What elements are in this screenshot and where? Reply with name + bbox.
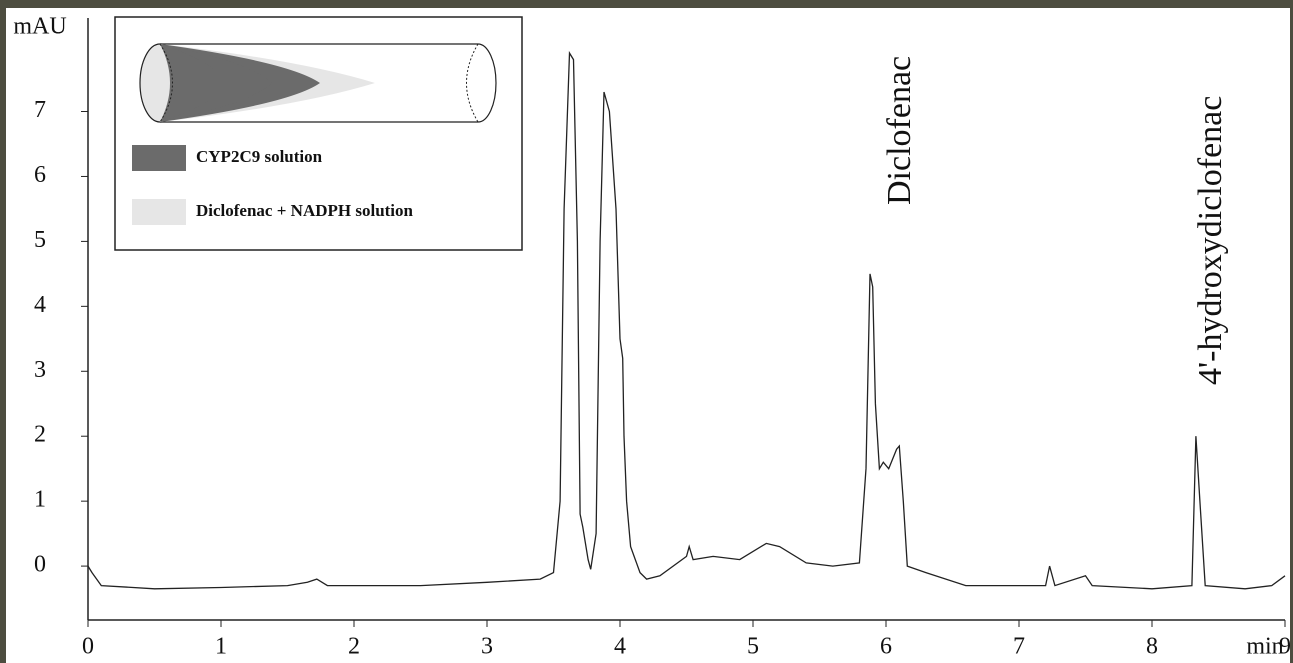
x-tick-label: 6 bbox=[880, 634, 892, 660]
y-tick-label: 6 bbox=[34, 162, 46, 188]
x-tick-label: 1 bbox=[215, 634, 227, 660]
legend-label: CYP2C9 solution bbox=[196, 147, 323, 166]
y-axis-label: mAU bbox=[13, 14, 66, 40]
x-axis-label: min bbox=[1246, 634, 1283, 660]
trace bbox=[87, 50, 1286, 590]
y-tick-label: 3 bbox=[34, 357, 46, 383]
y-tick-label: 7 bbox=[34, 97, 46, 123]
peak-annotation: 4'-hydroxydiclofenac bbox=[1192, 96, 1229, 385]
x-tick-label: 7 bbox=[1013, 634, 1025, 660]
tube-dashed bbox=[466, 43, 479, 123]
x-tick-label: 3 bbox=[481, 634, 493, 660]
y-tick-label: 4 bbox=[34, 292, 46, 318]
x-tick-label: 0 bbox=[82, 634, 94, 660]
tube bbox=[160, 43, 497, 123]
inset bbox=[114, 16, 523, 251]
legend-label: Diclofenac + NADPH solution bbox=[196, 201, 414, 220]
y-tick-label: 0 bbox=[34, 552, 46, 578]
legend-swatch bbox=[132, 145, 186, 171]
peak-annotation: Diclofenac bbox=[881, 56, 918, 205]
x-tick-label: 8 bbox=[1146, 634, 1158, 660]
x-tick-label: 9 bbox=[1279, 634, 1291, 660]
x-tick-label: 4 bbox=[614, 634, 626, 660]
x-tick-label: 5 bbox=[747, 634, 759, 660]
y-tick-label: 2 bbox=[34, 422, 46, 448]
tube-dashed bbox=[159, 43, 173, 123]
enzyme-zone bbox=[160, 44, 226, 122]
y-tick-label: 1 bbox=[34, 487, 46, 513]
x-tick-label: 2 bbox=[348, 634, 360, 660]
y-tick-label: 5 bbox=[34, 227, 46, 253]
legend-swatch bbox=[132, 199, 186, 225]
